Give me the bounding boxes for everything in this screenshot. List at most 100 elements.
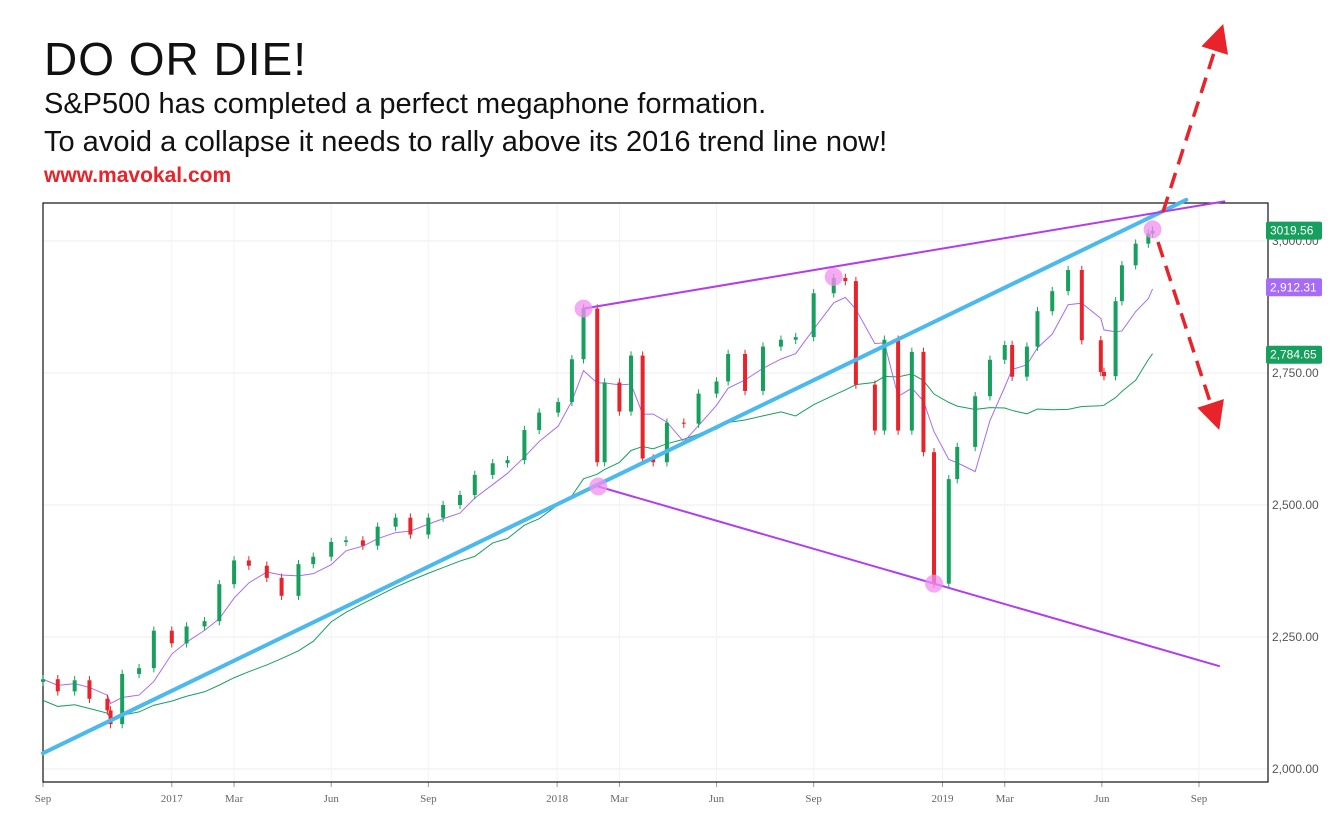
price-label: 2,912.31 [1270, 280, 1317, 294]
candle-body [311, 556, 316, 565]
candle-body [264, 565, 269, 578]
x-tick-label: 2018 [546, 793, 569, 805]
candle-body [105, 698, 110, 711]
headline: DO OR DIE! [44, 33, 308, 85]
plot-frame [42, 202, 1269, 783]
candle-body [602, 382, 607, 463]
candle-body [973, 396, 978, 447]
candle-body [1066, 270, 1071, 292]
candle-body [329, 541, 334, 557]
x-tick-label: 2019 [931, 793, 954, 805]
candle-body [108, 710, 113, 725]
candle-body [629, 355, 634, 412]
candle-body [932, 452, 937, 584]
price-label-badge [1266, 345, 1322, 364]
candle-body [896, 339, 901, 431]
x-tick-label: Sep [1191, 793, 1208, 805]
candle-body [1101, 371, 1106, 377]
ma200-line [42, 353, 1153, 720]
x-tick-label: Jun [709, 793, 725, 805]
candle-body [853, 281, 858, 385]
candle-body [296, 564, 301, 596]
candle-body [651, 458, 656, 463]
candle-body [375, 526, 380, 546]
x-tick-label: Sep [35, 793, 52, 805]
candle-body [441, 505, 446, 518]
candle-body [169, 630, 174, 644]
pivot-highlight [1143, 220, 1162, 239]
y-tick-label: 2,750.00 [1272, 366, 1319, 380]
candle-body [569, 359, 574, 403]
pivot-highlight [925, 574, 944, 593]
x-tick-label: Sep [805, 793, 822, 805]
candle-body [778, 339, 783, 347]
candle-body [872, 384, 877, 431]
candle-body [505, 460, 510, 464]
subtitle-line-1: S&P500 has completed a perfect megaphone… [44, 88, 767, 120]
candle-body [921, 351, 926, 453]
candle-body [55, 679, 60, 692]
candle-body [1098, 340, 1103, 372]
candle-body [137, 668, 142, 674]
candle-body [946, 479, 951, 584]
candle-body [537, 412, 542, 431]
candle-body [522, 430, 527, 461]
candle-body [664, 422, 669, 463]
x-tick-label: Mar [225, 793, 244, 805]
price-label: 2,784.65 [1270, 348, 1317, 362]
candle-body [556, 402, 561, 413]
x-tick-label: Mar [610, 793, 629, 805]
candle-body [640, 355, 645, 459]
candle-body [581, 308, 586, 360]
candle-body [87, 680, 92, 699]
rally-arrow [1161, 24, 1228, 213]
candle-body [617, 382, 622, 412]
candle-body [393, 517, 398, 527]
candle-body [1010, 345, 1015, 377]
candle-body [1050, 291, 1055, 312]
collapse-arrow [1156, 241, 1224, 430]
candle-body [696, 393, 701, 424]
candle-body [72, 680, 77, 692]
candle-body [987, 359, 992, 397]
x-tick-label: Sep [420, 793, 437, 805]
candle-body [909, 351, 914, 431]
candle-body [843, 277, 848, 282]
x-tick-label: Jun [1094, 793, 1110, 805]
candle-body [882, 339, 887, 431]
candle-body [217, 584, 222, 622]
price-label-badge [1266, 278, 1322, 297]
candle-body [184, 626, 189, 644]
candle-body [1113, 301, 1118, 377]
candle-body [151, 630, 156, 669]
candle-body [472, 474, 477, 495]
price-label: 3019.56 [1270, 224, 1314, 238]
candle-body [279, 577, 284, 596]
candle-body [426, 517, 431, 535]
y-tick-label: 2,500.00 [1272, 498, 1319, 512]
candle-body [41, 679, 45, 682]
candle-body [1024, 346, 1029, 377]
candle-body [490, 463, 495, 475]
website-link[interactable]: www.mavokal.com [44, 164, 232, 187]
candle-body [726, 353, 731, 382]
trend-line-2016 [41, 197, 1189, 756]
candle-body [408, 517, 413, 535]
candle-body [955, 446, 960, 480]
y-tick-label: 2,000.00 [1272, 762, 1319, 776]
candle-body [458, 494, 463, 505]
candle-body [1119, 265, 1124, 302]
pivot-highlight [589, 477, 608, 496]
candle-body [120, 673, 125, 725]
x-tick-label: 2017 [161, 793, 184, 805]
candle-body [595, 308, 600, 463]
candle-body [1133, 243, 1138, 266]
subtitle-line-2: To avoid a collapse it needs to rally ab… [44, 126, 888, 158]
candle-body [793, 337, 798, 340]
candle-body [681, 422, 686, 424]
candle-body [232, 560, 237, 585]
candle-body [343, 540, 348, 542]
candle-body [1146, 233, 1151, 244]
candle-body [714, 381, 719, 394]
megaphone-upper-line [582, 200, 1226, 310]
